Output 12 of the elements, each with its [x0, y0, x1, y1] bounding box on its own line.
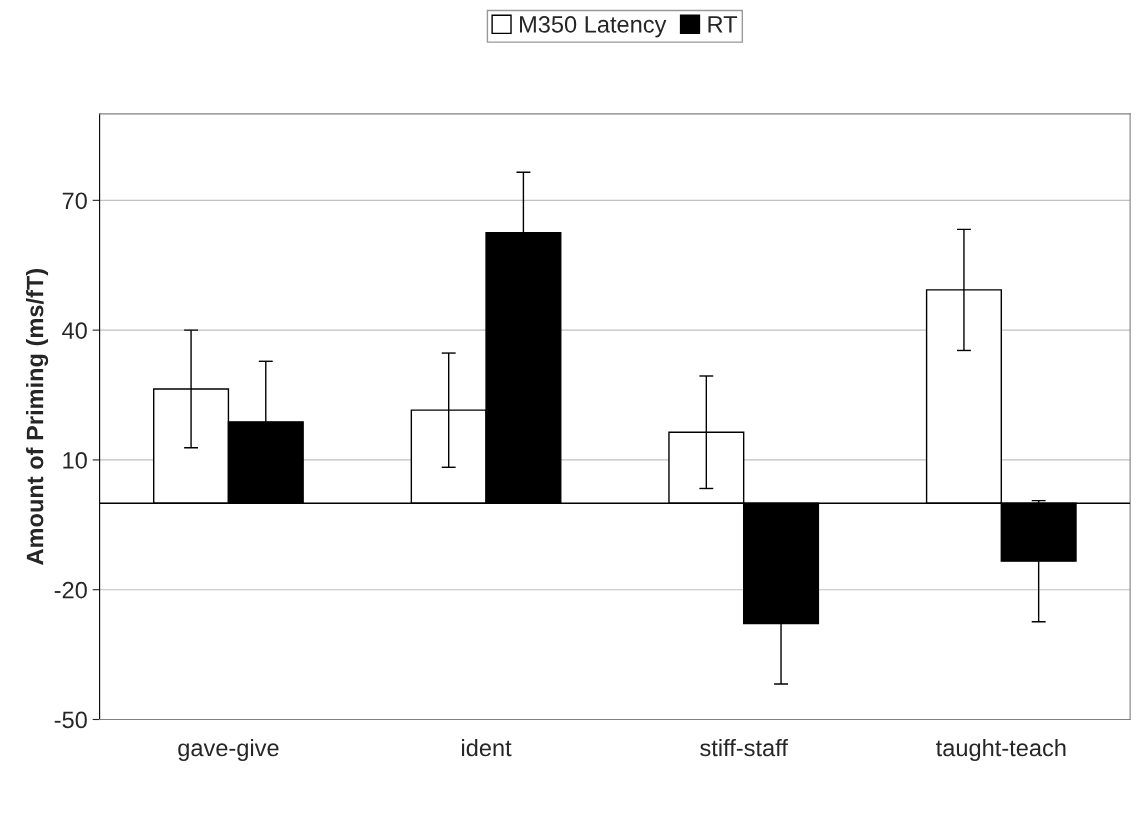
y-tick-label: 40 — [62, 322, 87, 339]
x-tick-label: taught-teach — [936, 738, 1066, 761]
x-tick-label: stiff-staff — [700, 738, 788, 757]
y-tick-label: 10 — [63, 451, 87, 469]
y-axis-title: Amount of Priming (ms/fT) — [26, 268, 49, 565]
x-tick-label: ident — [462, 738, 512, 757]
legend-label: RT — [708, 16, 738, 33]
x-tick-label: gave-give — [178, 738, 279, 761]
y-tick-label: 70 — [62, 192, 87, 210]
legend-label: M350 Latency — [520, 16, 667, 38]
y-tick-label: -20 — [54, 581, 87, 599]
y-tick-label: -50 — [54, 711, 87, 729]
